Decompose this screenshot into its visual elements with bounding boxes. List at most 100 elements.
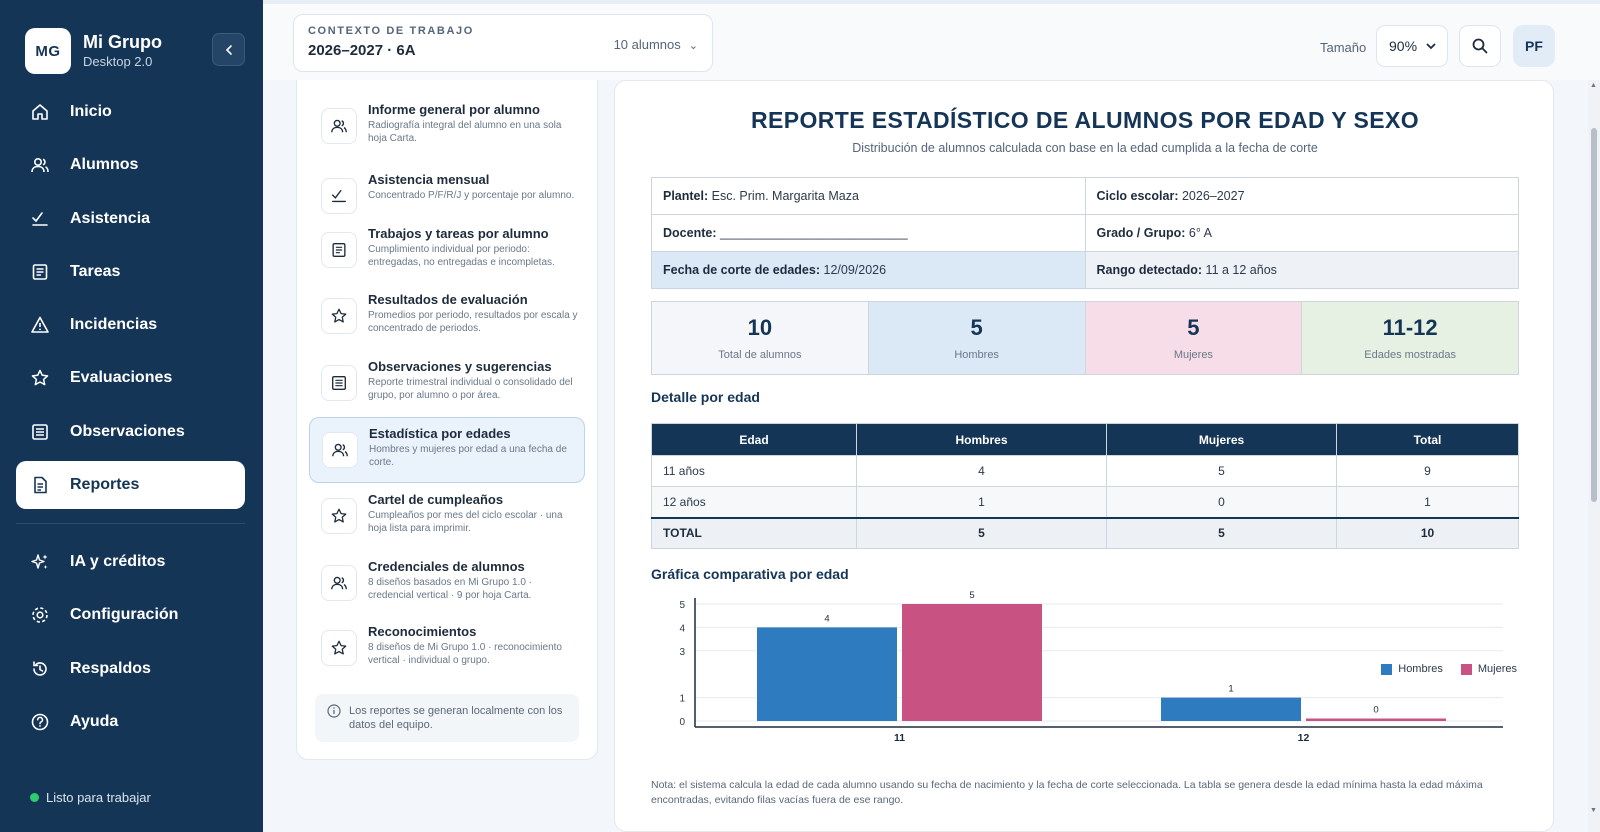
nav-label: Ayuda	[70, 712, 119, 730]
x-tick-label: 11	[894, 732, 905, 744]
nav-item-respaldos[interactable]: Respaldos	[16, 645, 245, 693]
summary-stats: 10 Total de alumnos 5 Hombres 5 Mujeres 11-…	[651, 301, 1519, 375]
report-title: REPORTE ESTADÍSTICO DE ALUMNOS POR EDAD …	[750, 107, 1420, 133]
brand-version: Desktop 2.0	[83, 54, 153, 69]
report-option[interactable]: Reconocimientos 8 diseños de Mi Grupo 1.0…	[309, 616, 585, 682]
nav-item-reportes[interactable]: Reportes	[16, 461, 245, 510]
bar-mujeres-12	[1306, 718, 1446, 721]
star-icon	[29, 367, 51, 389]
scroll-up-icon[interactable]: ▲	[1590, 82, 1597, 89]
users-icon	[321, 565, 357, 601]
nav-item-ia-creditos[interactable]: IA y créditos	[16, 538, 245, 586]
report-subtitle: Distribución de alumnos calculada con ba…	[852, 141, 1318, 155]
report-icon	[29, 474, 51, 496]
chevron-down-icon	[1426, 43, 1436, 50]
y-tick-label: 4	[679, 623, 685, 634]
col-total: Total	[1336, 423, 1519, 456]
status-text: Listo para trabajar	[46, 790, 151, 805]
scrollbar-thumb[interactable]	[1591, 128, 1597, 502]
report-option[interactable]: Observaciones y sugerencias Reporte trime…	[309, 351, 585, 417]
nav-item-asistencia[interactable]: Asistencia	[16, 195, 245, 243]
notes-icon	[29, 421, 51, 443]
check-list-icon	[29, 208, 51, 230]
gear-icon	[29, 604, 51, 626]
data-label: 1	[1228, 684, 1233, 695]
user-avatar[interactable]: PF	[1513, 25, 1555, 67]
size-select[interactable]: 90%	[1376, 25, 1448, 67]
nav-label: Observaciones	[70, 422, 185, 440]
search-button[interactable]	[1459, 25, 1501, 67]
nav-label: Reportes	[70, 476, 140, 494]
col-hombres: Hombres	[856, 423, 1107, 456]
history-icon	[29, 658, 51, 680]
nav-divider	[16, 523, 245, 525]
report-option-title: Cartel de cumpleaños	[368, 492, 504, 507]
status-dot	[30, 793, 39, 802]
brand-name: Mi Grupo	[83, 32, 162, 52]
table-total-row: TOTAL 5 5 10	[651, 516, 1519, 549]
table-row: 12 años 1 0 1	[651, 486, 1519, 518]
check-list-icon	[321, 178, 357, 214]
report-option[interactable]: Trabajos y tareas por alumno Cumplimiento…	[309, 218, 585, 284]
col-mujeres: Mujeres	[1106, 423, 1337, 456]
report-option-title: Resultados de evaluación	[368, 292, 528, 307]
nav-item-ayuda[interactable]: Ayuda	[16, 698, 245, 746]
nav-item-configuracion[interactable]: Configuración	[16, 591, 245, 639]
report-option-desc: Promedios por periodo, resultados por es…	[368, 310, 578, 334]
report-preview: REPORTE ESTADÍSTICO DE ALUMNOS POR EDAD …	[614, 80, 1554, 832]
report-option[interactable]: Estadística por edades Hombres y mujeres …	[309, 417, 585, 483]
nav-item-inicio[interactable]: Inicio	[16, 88, 245, 136]
scroll-down-icon[interactable]: ▼	[1590, 807, 1597, 814]
document-icon	[29, 261, 51, 283]
chevron-down-icon: ⌄	[688, 40, 698, 52]
context-count-text: 10 alumnos	[613, 37, 681, 52]
report-option-desc: Reporte trimestral individual o consolid…	[368, 377, 573, 401]
ciclo-cell: Ciclo escolar: 2026–2027	[1084, 177, 1519, 215]
report-option[interactable]: Informe general por alumno Radiografía in…	[309, 94, 585, 160]
sidebar: MG Mi Grupo Desktop 2.0 Inicio Alumnos A…	[0, 0, 263, 832]
data-label: 5	[969, 590, 974, 601]
report-option[interactable]: Credenciales de alumnos 8 diseños basados…	[309, 551, 585, 617]
nav-label: Tareas	[70, 262, 121, 280]
size-value: 90%	[1389, 38, 1418, 54]
age-detail-table: Edad Hombres Mujeres Total 11 años 4 5 9 12…	[651, 423, 1519, 549]
users-icon	[322, 432, 358, 468]
size-label: Tamaño	[1320, 40, 1367, 55]
nav-item-observaciones[interactable]: Observaciones	[16, 408, 245, 456]
main-nav: Inicio Alumnos Asistencia Tareas Inciden…	[16, 88, 245, 751]
stat-hombres: 5 Hombres	[868, 302, 1086, 374]
report-option-title: Informe general por alumno	[368, 102, 540, 117]
context-selector[interactable]: CONTEXTO DE TRABAJO 2026–2027 · 6A 10 al…	[293, 14, 713, 72]
notes-icon	[321, 365, 357, 401]
report-option-desc: 8 diseños basados en Mi Grupo 1.0 · cred…	[368, 577, 532, 601]
legend-item-hombres: Hombres	[1381, 663, 1443, 675]
fecha-corte-cell: Fecha de corte de edades: 12/09/2026	[651, 251, 1086, 289]
users-icon	[29, 154, 51, 176]
sparkles-icon	[29, 551, 51, 573]
nav-item-evaluaciones[interactable]: Evaluaciones	[16, 354, 245, 402]
legend-swatch	[1381, 663, 1393, 675]
report-option[interactable]: Resultados de evaluación Promedios por pe…	[309, 284, 585, 350]
list-info-note: Los reportes se generan localmente con l…	[315, 694, 579, 742]
report-option-title: Trabajos y tareas por alumno	[368, 226, 549, 241]
report-option[interactable]: Asistencia mensual Concentrado P/F/R/J y …	[309, 164, 585, 230]
info-icon	[327, 704, 341, 732]
y-tick-label: 3	[679, 647, 685, 658]
scrollbar[interactable]: ▲ ▼	[1588, 80, 1600, 832]
report-note: Nota: el sistema calcula la edad de cada…	[651, 779, 1483, 806]
brand-logo: MG	[25, 28, 71, 74]
report-list: Informe general por alumno Radiografía in…	[296, 80, 598, 760]
nav-item-tareas[interactable]: Tareas	[16, 248, 245, 296]
docente-cell: Docente: ___________________________	[651, 214, 1086, 252]
nav-item-incidencias[interactable]: Incidencias	[16, 301, 245, 349]
collapse-sidebar-button[interactable]	[212, 33, 245, 66]
status-indicator: Listo para trabajar	[30, 790, 151, 805]
nav-item-alumnos[interactable]: Alumnos	[16, 141, 245, 189]
chart-title: Gráfica comparativa por edad	[651, 566, 849, 582]
report-option-title: Credenciales de alumnos	[368, 559, 525, 574]
legend-swatch	[1460, 663, 1472, 675]
context-label: CONTEXTO DE TRABAJO	[308, 25, 474, 37]
report-option[interactable]: Cartel de cumpleaños Cumpleaños por mes d…	[309, 484, 585, 550]
nav-label: Configuración	[70, 606, 179, 624]
x-tick-label: 12	[1298, 732, 1310, 744]
